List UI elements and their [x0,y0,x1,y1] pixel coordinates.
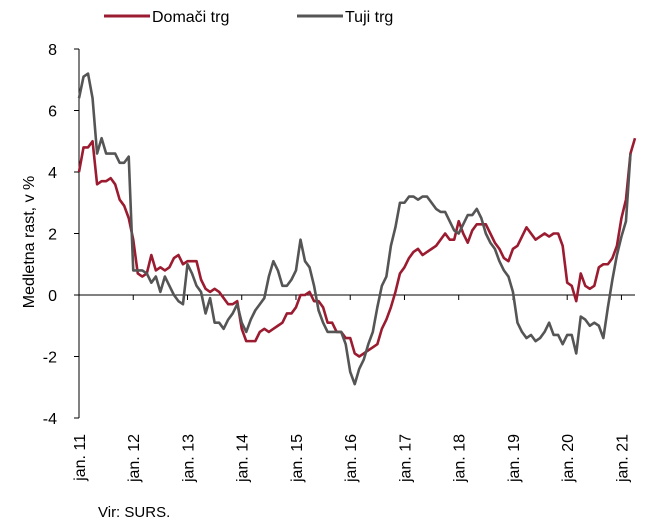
y-tick-label: 0 [48,288,57,305]
series-group [77,72,637,386]
x-tick-label: jan. 21 [614,434,631,483]
legend-label: Tuji trg [345,9,393,26]
series-line-domaci-trg [77,137,637,358]
x-tick-label: jan. 12 [126,434,143,483]
x-tick-label: jan. 18 [452,434,469,483]
x-tick-label: jan. 19 [506,434,523,483]
y-tick-label: 6 [48,104,57,121]
y-tick-label: 4 [48,165,57,182]
x-tick-label: jan. 20 [560,434,577,483]
legend: Domači trg Tuji trg [104,9,393,26]
x-tick-label: jan. 13 [180,434,197,483]
y-tick-label: -2 [43,350,57,367]
y-axis-title: Medletna rast, v % [21,176,38,309]
y-tick-label: 8 [48,42,57,59]
series-line-tuji-trg [77,72,632,386]
x-tick-label: jan. 15 [289,434,306,483]
y-tick-label: -4 [43,411,57,428]
x-tick-label: jan. 14 [235,434,252,483]
x-tick-label: jan. 16 [343,434,360,483]
legend-label: Domači trg [152,9,229,26]
x-tick-label: jan. 11 [72,434,89,482]
source-note: Vir: SURS. [98,504,171,521]
x-axis: jan. 11 jan. 12 jan. 13 jan. 14 jan. 15 jan. … [72,294,635,483]
y-tick-label: 2 [48,227,57,244]
x-tick-label: jan. 17 [397,434,414,483]
y-axis: -4 -2 0 2 4 6 8 [43,42,80,428]
